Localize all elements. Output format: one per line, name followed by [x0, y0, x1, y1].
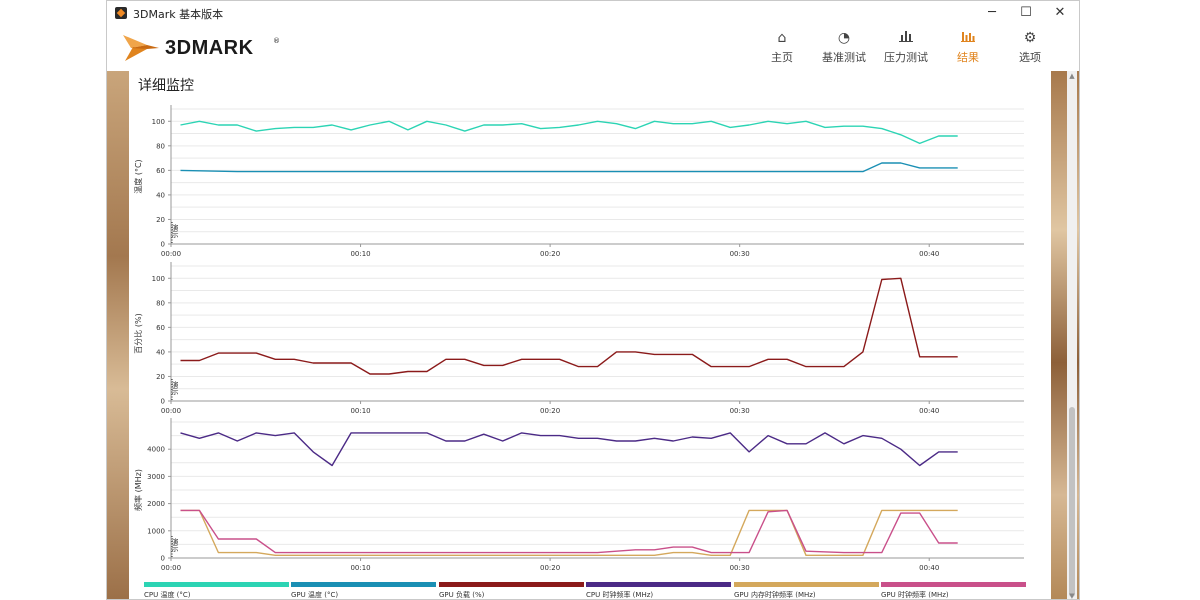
- legend-item-cpu-temp[interactable]: CPU 温度 (°C): [144, 581, 289, 599]
- y-axis-label: 频率 (MHz): [133, 469, 143, 511]
- nav-item-benchmarks[interactable]: ◔ 基准测试: [813, 29, 875, 69]
- y-tick-label: 3000: [147, 473, 165, 481]
- nav-item-stress-tests[interactable]: 压力测试: [875, 29, 937, 69]
- y-tick-label: 40: [156, 348, 165, 356]
- logo-wings-icon: [123, 35, 159, 61]
- legend-swatch: [439, 582, 584, 587]
- app-window: 3DMark 基本版本 ─ ☐ ✕ 3DMARK ® ⌂ 主页 ◔ 基准测试: [106, 0, 1080, 600]
- y-tick-label: 80: [156, 142, 165, 150]
- nav-label-options: 选项: [1019, 51, 1041, 64]
- y-tick-label: 60: [156, 167, 165, 175]
- y-tick-label: 100: [152, 118, 165, 126]
- series-line-1-0: [180, 277, 958, 375]
- nav-item-home[interactable]: ⌂ 主页: [751, 29, 813, 69]
- event-marker-label: 演示: [171, 223, 179, 238]
- legend-swatch: [291, 582, 436, 587]
- x-tick-label: 00:10: [350, 407, 370, 415]
- legend-label: GPU 负载 (%): [439, 591, 485, 599]
- legend-swatch: [734, 582, 879, 587]
- legend-item-gpu-clock[interactable]: GPU 时钟频率 (MHz): [881, 581, 1026, 599]
- x-tick-label: 00:30: [730, 564, 750, 572]
- close-button[interactable]: ✕: [1054, 5, 1066, 20]
- series-line-0-0: [180, 120, 958, 145]
- event-marker-label: 演示: [171, 537, 179, 552]
- nav-item-results[interactable]: 结果: [937, 29, 999, 69]
- series-line-2-2: [180, 509, 958, 554]
- y-tick-label: 4000: [147, 446, 165, 454]
- legend-item-gpu-temp[interactable]: GPU 温度 (°C): [291, 581, 436, 599]
- scrollbar-thumb[interactable]: [1069, 407, 1075, 597]
- results-icon: [937, 29, 999, 47]
- legend-swatch: [144, 582, 289, 587]
- x-tick-label: 00:40: [919, 407, 939, 415]
- legend-label: GPU 内存时钟频率 (MHz): [734, 591, 816, 599]
- gear-icon: ⚙: [1023, 30, 1037, 46]
- legend-swatch: [586, 582, 731, 587]
- scrollbar[interactable]: ▲ ▼: [1067, 71, 1077, 600]
- x-tick-label: 00:10: [350, 250, 370, 258]
- legend-label: CPU 时钟频率 (MHz): [586, 591, 654, 599]
- x-tick-label: 00:00: [161, 250, 181, 258]
- y-tick-label: 20: [156, 216, 165, 224]
- x-tick-label: 00:40: [919, 250, 939, 258]
- legend-label: GPU 时钟频率 (MHz): [881, 591, 949, 599]
- y-tick-label: 80: [156, 299, 165, 307]
- legend-item-cpu-clock[interactable]: CPU 时钟频率 (MHz): [586, 581, 731, 599]
- nav-label-results: 结果: [957, 51, 979, 64]
- home-icon: ⌂: [777, 30, 787, 46]
- y-axis-label: 百分比 (%): [133, 313, 143, 353]
- y-tick-label: 100: [152, 275, 165, 283]
- y-tick-label: 0: [161, 555, 165, 563]
- chart-legend: CPU 温度 (°C) GPU 温度 (°C) GPU 负载 (%) CPU 时…: [129, 581, 1051, 599]
- x-tick-label: 00:00: [161, 407, 181, 415]
- series-line-2-1: [180, 509, 958, 556]
- x-tick-label: 00:20: [540, 250, 560, 258]
- y-axis-label: 温度 (°C): [133, 159, 143, 193]
- x-tick-label: 00:30: [730, 250, 750, 258]
- gauge-icon: ◔: [837, 30, 851, 46]
- legend-item-gpu-load[interactable]: GPU 负载 (%): [439, 581, 584, 599]
- scroll-up-arrow-icon[interactable]: ▲: [1069, 72, 1075, 80]
- app-icon: [115, 7, 127, 19]
- monitoring-charts: 0 20 40 60 80 100 00:00 00:10 00:20 00:30 00:40 温度 …: [133, 105, 1024, 572]
- nav-label-home: 主页: [771, 51, 793, 64]
- nav-item-options[interactable]: ⚙ 选项: [999, 29, 1061, 69]
- y-tick-label: 2000: [147, 500, 165, 508]
- x-tick-label: 00:00: [161, 564, 181, 572]
- legend-label: CPU 温度 (°C): [144, 591, 191, 599]
- maximize-button[interactable]: ☐: [1020, 5, 1032, 20]
- scroll-down-arrow-icon[interactable]: ▼: [1069, 592, 1075, 600]
- x-tick-label: 00:30: [730, 407, 750, 415]
- nav-label-benchmarks: 基准测试: [822, 51, 866, 64]
- legend-item-gpu-mem-clock[interactable]: GPU 内存时钟频率 (MHz): [734, 581, 879, 599]
- logo-text: 3DMARK: [165, 37, 254, 59]
- logo-registered-mark: ®: [273, 37, 280, 45]
- y-tick-label: 1000: [147, 527, 165, 535]
- series-line-2-0: [180, 432, 958, 467]
- x-tick-label: 00:20: [540, 407, 560, 415]
- nav-label-stress-tests: 压力测试: [884, 51, 928, 64]
- bar-chart-icon: [875, 29, 937, 47]
- y-tick-label: 0: [161, 398, 165, 406]
- window-title: 3DMark 基本版本: [133, 8, 224, 21]
- legend-label: GPU 温度 (°C): [291, 591, 339, 599]
- y-tick-label: 20: [156, 373, 165, 381]
- x-tick-label: 00:20: [540, 564, 560, 572]
- legend-swatch: [881, 582, 1026, 587]
- title-bar[interactable]: 3DMark 基本版本 ─ ☐ ✕: [107, 1, 1079, 25]
- y-tick-label: 40: [156, 191, 165, 199]
- section-title: 详细监控: [138, 78, 194, 94]
- y-tick-label: 60: [156, 324, 165, 332]
- 3dmark-logo[interactable]: 3DMARK ®: [121, 31, 281, 65]
- app-header: 3DMARK ® ⌂ 主页 ◔ 基准测试 压力测试 结果: [107, 25, 1079, 71]
- main-nav: ⌂ 主页 ◔ 基准测试 压力测试 结果 ⚙ 选项: [751, 29, 1061, 69]
- x-tick-label: 00:40: [919, 564, 939, 572]
- x-tick-label: 00:10: [350, 564, 370, 572]
- background-artwork-left: [107, 71, 129, 599]
- monitoring-panel: 详细监控 0 20 40 60 80 100 00:00 00:10 00:20 00:30 00:…: [129, 71, 1051, 599]
- event-marker-label: 演示: [171, 380, 179, 395]
- series-line-0-1: [180, 162, 958, 173]
- minimize-button[interactable]: ─: [988, 5, 996, 20]
- y-tick-label: 0: [161, 241, 165, 249]
